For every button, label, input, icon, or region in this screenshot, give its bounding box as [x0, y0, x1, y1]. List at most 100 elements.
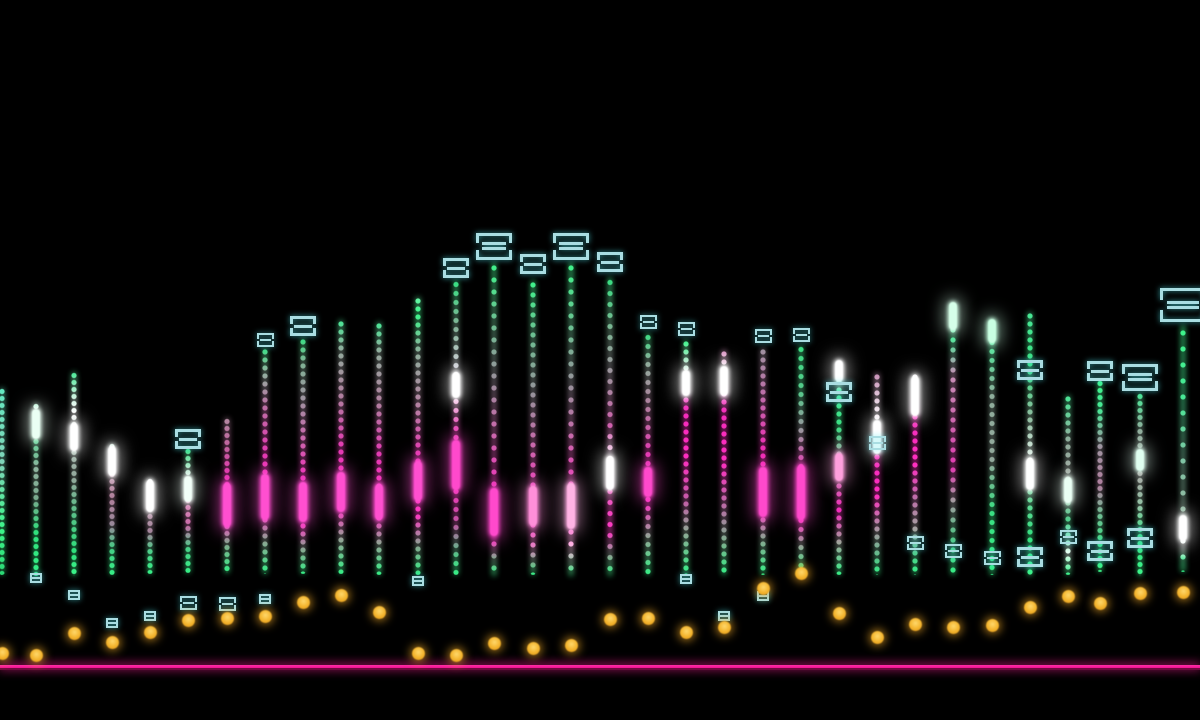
cap-bar — [221, 603, 233, 605]
orange-dot — [564, 638, 578, 652]
orange-dot — [0, 646, 9, 660]
bracket-cap-icon — [1087, 361, 1113, 381]
cap-bottom-bracket — [179, 604, 197, 610]
bracket-cap-icon — [1087, 541, 1113, 561]
orange-dot — [487, 636, 501, 650]
trail-glow-segment — [414, 461, 422, 501]
orange-dot — [258, 609, 272, 623]
cap-bottom-bracket — [680, 579, 692, 584]
orange-dot — [29, 648, 43, 662]
cap-bar — [830, 390, 848, 394]
cap-bar — [414, 580, 422, 582]
cap-bottom-bracket — [218, 605, 236, 611]
bracket-cap-icon — [1122, 363, 1158, 391]
bracket-cap-icon — [983, 551, 1001, 565]
trail-glow-segment — [452, 372, 460, 398]
cap-bottom-bracket — [443, 270, 469, 278]
orange-dot — [641, 611, 655, 625]
bracket-cap-icon — [1017, 360, 1043, 380]
bead-trail — [989, 320, 995, 575]
cap-top-bracket — [520, 254, 546, 262]
bracket-cap-icon — [718, 611, 730, 621]
trail-glow-segment — [529, 486, 537, 526]
cap-bar — [682, 578, 690, 580]
orange-dot — [603, 612, 617, 626]
bracket-cap-icon — [106, 618, 118, 628]
bead-trail — [683, 340, 689, 575]
bead-trail — [147, 478, 153, 574]
cap-top-bracket — [1160, 288, 1200, 300]
cap-bottom-bracket — [256, 341, 274, 347]
cap-bottom-bracket — [754, 337, 772, 343]
trail-glow-segment — [949, 302, 957, 330]
cap-bottom-bracket — [983, 559, 1001, 565]
bracket-cap-icon — [553, 232, 589, 260]
cap-bottom-bracket — [906, 544, 924, 550]
cap-bar — [482, 242, 506, 246]
trail-glow-segment — [337, 472, 345, 512]
orange-dot — [679, 625, 693, 639]
cap-bottom-bracket — [175, 441, 201, 449]
cap-bottom-bracket — [1059, 538, 1077, 544]
cap-top-bracket — [290, 316, 316, 324]
cap-bottom-bracket — [757, 596, 769, 601]
cap-bottom-bracket — [106, 623, 118, 628]
cap-bar — [559, 242, 583, 246]
cap-bar — [482, 246, 506, 250]
cap-bar — [1131, 536, 1149, 540]
cap-bottom-bracket — [639, 323, 657, 329]
orange-dot — [67, 626, 81, 640]
cap-top-bracket — [680, 574, 692, 579]
bracket-cap-icon — [412, 576, 424, 586]
bead-trail — [607, 277, 613, 576]
cap-bar — [447, 266, 465, 270]
cap-top-bracket — [218, 597, 236, 603]
bead-trail — [568, 262, 574, 576]
cap-top-bracket — [553, 232, 589, 243]
cap-bar — [757, 335, 769, 337]
cap-bar — [909, 542, 921, 544]
bead-trail — [721, 350, 727, 575]
trail-glow-segment — [835, 360, 843, 382]
cap-bottom-bracket — [144, 616, 156, 621]
bead-trail — [71, 372, 77, 576]
bead-trail — [453, 280, 459, 575]
bracket-cap-icon — [476, 232, 512, 260]
cap-bar — [1062, 536, 1074, 538]
orange-dot — [1133, 586, 1147, 600]
orange-dot — [296, 595, 310, 609]
cap-bar — [182, 602, 194, 604]
cap-bar — [179, 437, 197, 441]
bead-trail — [1097, 380, 1103, 572]
orange-dot — [105, 635, 119, 649]
bead-trail — [530, 280, 536, 575]
bracket-cap-icon — [256, 333, 274, 347]
bead-trail — [1180, 325, 1186, 572]
cap-top-bracket — [443, 258, 469, 266]
trail-glow-segment — [682, 370, 690, 396]
orange-dot — [832, 606, 846, 620]
bracket-cap-icon — [944, 544, 962, 558]
bead-trail — [798, 345, 804, 575]
trail-glow-segment — [797, 464, 805, 520]
cap-bottom-bracket — [944, 552, 962, 558]
bead-trail — [1137, 393, 1143, 576]
bracket-cap-icon — [218, 597, 236, 611]
trail-glow-segment — [988, 319, 996, 343]
cap-top-bracket — [144, 611, 156, 616]
cap-bottom-bracket — [868, 444, 886, 450]
trail-glow-segment — [1179, 515, 1187, 541]
trail-glow-segment — [223, 483, 231, 527]
bead-trail — [912, 373, 918, 575]
cap-bar — [1128, 373, 1152, 377]
cap-bar — [759, 595, 767, 597]
orange-dot — [334, 588, 348, 602]
orange-dot — [220, 611, 234, 625]
cap-bar — [1021, 368, 1039, 372]
cap-top-bracket — [826, 382, 852, 390]
orange-dot — [756, 581, 770, 595]
cap-bottom-bracket — [826, 394, 852, 402]
cap-top-bracket — [1087, 361, 1113, 369]
cap-bar — [947, 550, 959, 552]
